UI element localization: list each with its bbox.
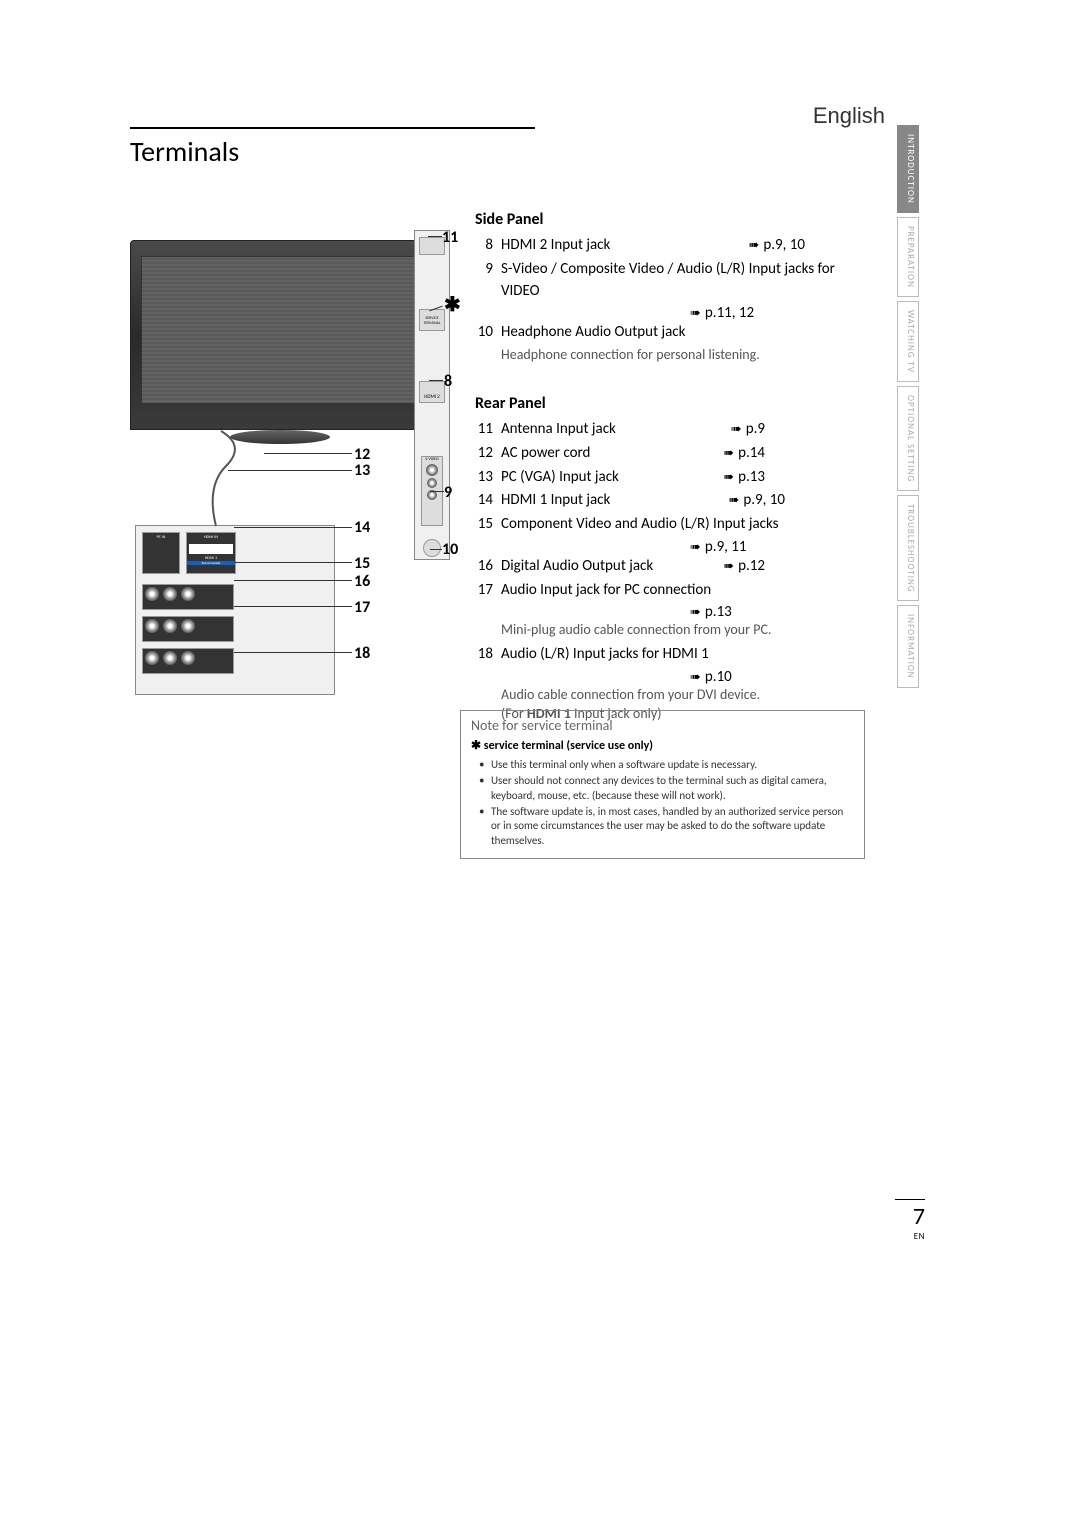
title-rule <box>130 127 535 129</box>
page-number: 7 EN <box>895 1199 925 1242</box>
language-label: English <box>813 103 885 129</box>
tab-watching-tv[interactable]: WATCHING TV <box>897 301 919 382</box>
callout-asterisk: ✱ <box>444 292 461 317</box>
item-subtext: Headphone connection for personal listen… <box>475 346 865 365</box>
list-item: 16 Digital Audio Output jackp.12 <box>475 556 865 578</box>
page-title: Terminals <box>130 134 239 169</box>
tab-troubleshooting[interactable]: TROUBLESHOOTING <box>897 495 919 601</box>
callout-16: 16 <box>354 572 370 591</box>
list-item: 10 Headphone Audio Output jack <box>475 322 865 344</box>
tab-preparation[interactable]: PREPARATION <box>897 217 919 297</box>
callout-18: 18 <box>354 644 370 663</box>
callout-17: 17 <box>354 598 370 617</box>
list-item: 9 S-Video / Composite Video / Audio (L/R… <box>475 259 865 303</box>
list-item: 12 AC power cordp.14 <box>475 443 865 465</box>
hdmi-in-port: HDMI IN HDMI 1 Recommended <box>186 532 236 574</box>
callout-15: 15 <box>354 554 370 573</box>
component-digital-row <box>142 584 234 610</box>
note-bullet: Use this terminal only when a software u… <box>483 758 854 773</box>
rear-panel-section: Rear Panel 11 Antenna Input jackp.9 12 A… <box>475 394 865 728</box>
note-bullet: The software update is, in most cases, h… <box>483 805 854 850</box>
callout-9: 9 <box>444 483 452 502</box>
list-item: 8 HDMI 2 Input jack p.9, 10 <box>475 235 865 257</box>
callout-8: 8 <box>444 372 452 391</box>
tab-optional-setting[interactable]: OPTIONAL SETTING <box>897 386 919 491</box>
pc-in-port: PC IN <box>142 532 180 574</box>
list-item: 17 Audio Input jack for PC connection <box>475 580 865 602</box>
service-note-box: Note for service terminal service termin… <box>460 710 865 859</box>
terminals-diagram: SERVICE TERMINAL HDMI 2 S-VIDEO PC IN HD… <box>130 220 440 700</box>
headphone-port <box>423 539 441 557</box>
callout-13: 13 <box>354 461 370 480</box>
list-item: 14 HDMI 1 Input jackp.9, 10 <box>475 490 865 512</box>
side-panel-heading: Side Panel <box>475 210 865 229</box>
note-subtitle: service terminal (service use only) <box>471 738 854 753</box>
list-item: 11 Antenna Input jackp.9 <box>475 419 865 441</box>
rear-panel-heading: Rear Panel <box>475 394 865 413</box>
component-audio-row <box>142 616 234 642</box>
callout-14: 14 <box>354 518 370 537</box>
list-item: 18 Audio (L/R) Input jacks for HDMI 1 <box>475 644 865 666</box>
hdmi2-port: HDMI 2 <box>419 381 445 403</box>
note-bullet: User should not connect any devices to t… <box>483 774 854 804</box>
service-port: SERVICE TERMINAL <box>419 309 445 331</box>
side-panel-section: Side Panel 8 HDMI 2 Input jack p.9, 10 9… <box>475 210 865 369</box>
callout-10: 10 <box>442 540 458 559</box>
callout-11: 11 <box>442 228 458 247</box>
list-item: 13 PC (VGA) Input jackp.13 <box>475 467 865 489</box>
hdmi-audio-row <box>142 648 234 674</box>
tab-information[interactable]: INFORMATION <box>897 605 919 688</box>
list-item: 15 Component Video and Audio (L/R) Input… <box>475 514 865 536</box>
item-subtext: Mini-plug audio cable connection from yo… <box>475 621 865 640</box>
note-title: Note for service terminal <box>471 717 854 734</box>
tab-introduction[interactable]: INTRODUCTION <box>897 125 919 213</box>
side-tabs: INTRODUCTION PREPARATION WATCHING TV OPT… <box>897 125 925 692</box>
